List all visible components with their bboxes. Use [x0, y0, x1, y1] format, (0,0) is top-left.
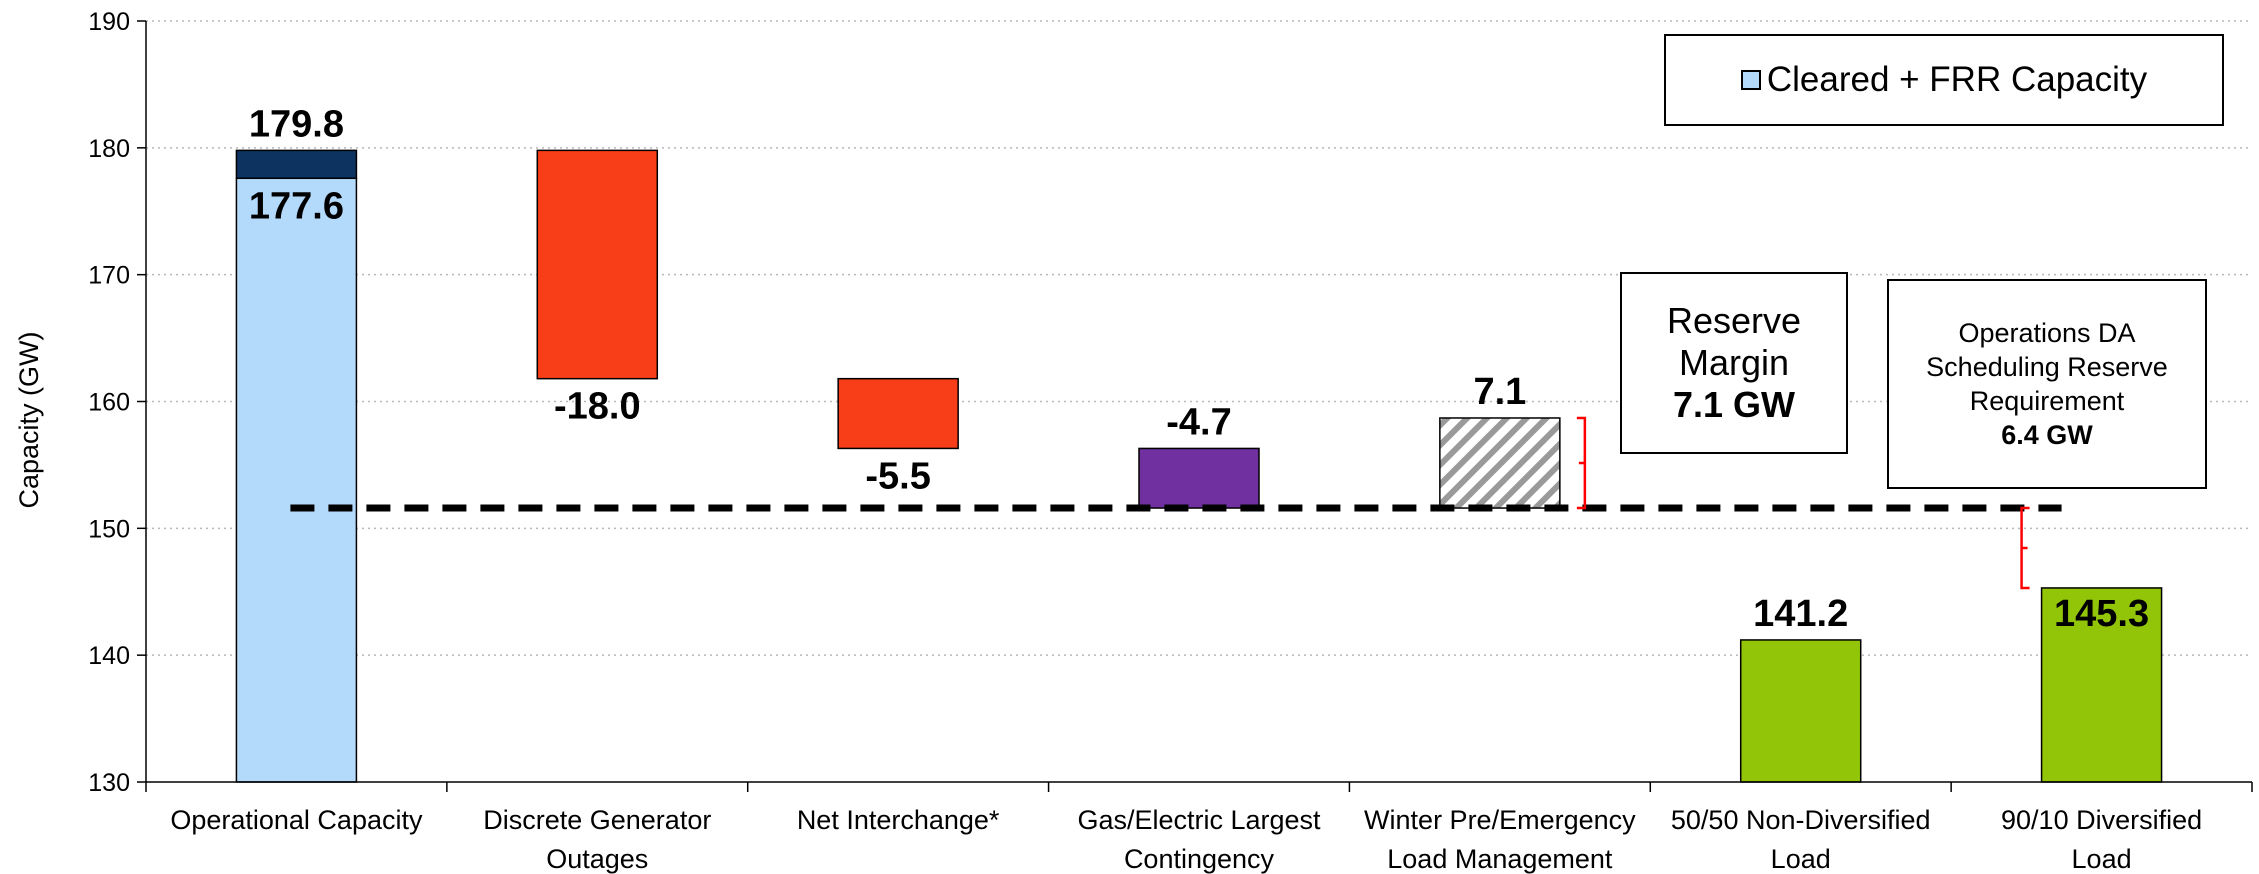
x-category-label: Discrete Generator [483, 805, 711, 835]
data-labels: 179.8 177.6 -18.0 -5.5 -4.7 7.1 141.2 145.3 [249, 103, 2149, 635]
x-category-label: 50/50 Non-Diversified [1671, 805, 1931, 835]
ops-da-line1: Operations DA [1958, 318, 2136, 348]
bar-6 [2040, 587, 2163, 783]
data-label: 7.1 [1473, 371, 1526, 413]
bars [235, 149, 2163, 783]
y-tick-label: 190 [88, 8, 130, 36]
x-category-label: Operational Capacity [170, 805, 423, 835]
x-category-label: Load [2072, 844, 2132, 874]
ops-da-line3: Requirement [1969, 386, 2125, 416]
data-label: 179.8 [249, 103, 344, 145]
y-axis: 130 140 150 160 170 180 190 [88, 8, 147, 797]
reserve-margin-annotation: Reserve Margin 7.1 GW [1620, 272, 1848, 454]
legend-swatch-cleared-frr [1740, 70, 1761, 90]
x-category-label: Outages [546, 844, 648, 874]
ops-da-reserve-annotation: Operations DA Scheduling Reserve Require… [1887, 279, 2207, 489]
data-label: 177.6 [249, 185, 344, 227]
bar-5 [1739, 639, 1862, 783]
y-axis-title: Capacity (GW) [14, 331, 44, 508]
x-category-label: Load [1771, 844, 1831, 874]
y-tick-label: 180 [88, 135, 130, 163]
data-label: 141.2 [1753, 593, 1848, 635]
data-label: -18.0 [554, 386, 641, 428]
ops-da-value: 6.4 GW [2001, 420, 2093, 450]
bar-4 [1439, 417, 1561, 509]
x-category-label: Load Management [1387, 844, 1613, 874]
legend: Cleared + FRR Capacity [1664, 34, 2224, 126]
data-label: -4.7 [1166, 401, 1231, 443]
bracket-6 [2020, 506, 2030, 590]
y-tick-label: 150 [88, 515, 130, 543]
x-category-label: Gas/Electric Largest [1077, 805, 1321, 835]
y-tick-label: 140 [88, 642, 130, 670]
x-category-label: Contingency [1124, 844, 1275, 874]
bar-2 [837, 377, 959, 450]
brackets [1576, 416, 2030, 590]
y-tick-label: 160 [88, 389, 130, 417]
legend-label: Cleared + FRR Capacity [1766, 60, 2148, 99]
bar-1 [536, 149, 659, 380]
x-category-label: Net Interchange* [797, 805, 1000, 835]
y-tick-label: 130 [88, 769, 130, 797]
data-label: -5.5 [865, 455, 930, 497]
x-category-label: Winter Pre/Emergency [1364, 805, 1636, 835]
bar-0 [235, 149, 358, 180]
bracket-4 [1576, 416, 1587, 510]
data-label: 145.3 [2054, 593, 2149, 635]
reserve-margin-line2: Margin [1678, 342, 1790, 383]
ops-da-line2: Scheduling Reserve [1926, 352, 2168, 382]
x-axis: Operational Capacity Discrete Generator Ou… [145, 781, 2253, 874]
reserve-margin-line1: Reserve [1666, 300, 1802, 341]
y-tick-label: 170 [88, 262, 130, 290]
bar-3 [1138, 447, 1260, 509]
x-category-label: 90/10 Diversified [2001, 805, 2202, 835]
bar-0 [235, 177, 358, 783]
reserve-margin-value: 7.1 GW [1672, 384, 1796, 425]
